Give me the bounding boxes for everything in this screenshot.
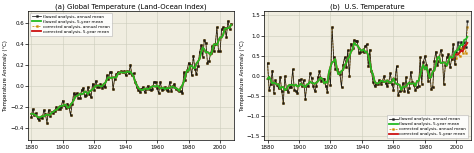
flawed analysis, 5-year mean [36, 117, 42, 118]
flawed analysis, 5-year mean [228, 24, 234, 26]
flawed analysis, annual mean [465, 21, 470, 22]
flawed analysis, annual mean [104, 75, 109, 76]
corrected analysis, annual mean [342, 56, 347, 58]
flawed analysis, annual mean [220, 26, 226, 28]
corrected analysis, 5-year mean [282, 89, 288, 91]
corrected analysis, 5-year mean [439, 62, 445, 64]
flawed analysis, 5-year mean [112, 76, 118, 78]
flawed analysis, annual mean [28, 116, 34, 118]
Line: corrected analysis, 5-year mean: corrected analysis, 5-year mean [31, 25, 231, 118]
flawed analysis, 5-year mean [456, 46, 462, 47]
Line: flawed analysis, 5-year mean: flawed analysis, 5-year mean [31, 25, 231, 118]
flawed analysis, annual mean [370, 81, 376, 82]
corrected analysis, annual mean [281, 102, 286, 104]
corrected analysis, 5-year mean [220, 34, 226, 35]
flawed analysis, annual mean [456, 49, 462, 51]
flawed analysis, 5-year mean [201, 49, 207, 50]
flawed analysis, 5-year mean [220, 34, 226, 35]
Y-axis label: Temperature Anomaly (°C): Temperature Anomaly (°C) [3, 40, 9, 111]
corrected analysis, 5-year mean [465, 42, 470, 44]
flawed analysis, 5-year mean [438, 62, 444, 64]
flawed analysis, annual mean [225, 20, 231, 22]
corrected analysis, 5-year mean [104, 79, 109, 81]
corrected analysis, annual mean [134, 86, 139, 88]
corrected analysis, 5-year mean [348, 51, 354, 52]
corrected analysis, annual mean [315, 76, 321, 78]
corrected analysis, 5-year mean [340, 69, 346, 71]
Line: flawed analysis, 5-year mean: flawed analysis, 5-year mean [267, 37, 467, 90]
flawed analysis, annual mean [264, 62, 270, 64]
corrected analysis, annual mean [329, 27, 335, 28]
Title: (a) Global Temperature (Land-Ocean Index): (a) Global Temperature (Land-Ocean Index… [55, 4, 207, 10]
corrected analysis, annual mean [201, 39, 207, 41]
flawed analysis, 5-year mean [28, 113, 34, 115]
Line: corrected analysis, 5-year mean: corrected analysis, 5-year mean [267, 43, 467, 90]
corrected analysis, annual mean [79, 89, 84, 91]
flawed analysis, 5-year mean [348, 51, 354, 52]
corrected analysis, annual mean [350, 47, 356, 49]
flawed analysis, 5-year mean [134, 84, 139, 86]
corrected analysis, 5-year mean [112, 76, 118, 78]
corrected analysis, 5-year mean [201, 49, 207, 50]
Line: flawed analysis, annual mean: flawed analysis, annual mean [267, 21, 468, 104]
flawed analysis, annual mean [281, 102, 286, 104]
flawed analysis, annual mean [79, 89, 84, 91]
corrected analysis, 5-year mean [28, 113, 34, 115]
flawed analysis, annual mean [315, 76, 321, 78]
flawed analysis, annual mean [438, 49, 444, 51]
flawed analysis, 5-year mean [315, 80, 321, 82]
Legend: flawed analysis, annual mean, flawed analysis, 5-year mean, corrected analysis, : flawed analysis, annual mean, flawed ana… [387, 115, 468, 138]
corrected analysis, 5-year mean [264, 78, 270, 80]
corrected analysis, 5-year mean [458, 50, 464, 52]
corrected analysis, annual mean [458, 47, 464, 49]
flawed analysis, 5-year mean [282, 89, 288, 91]
corrected analysis, annual mean [28, 116, 34, 118]
flawed analysis, annual mean [340, 64, 346, 65]
flawed analysis, 5-year mean [264, 78, 270, 80]
flawed analysis, 5-year mean [370, 73, 376, 75]
corrected analysis, 5-year mean [228, 24, 234, 26]
corrected analysis, annual mean [44, 122, 50, 123]
corrected analysis, annual mean [104, 75, 109, 76]
corrected analysis, 5-year mean [36, 117, 42, 118]
Title: (b)  U.S. Temperature: (b) U.S. Temperature [330, 4, 405, 10]
Line: corrected analysis, annual mean: corrected analysis, annual mean [30, 20, 232, 123]
Legend: flawed analysis, annual mean, flawed analysis, 5-year mean, corrected analysis, : flawed analysis, annual mean, flawed ana… [30, 13, 112, 36]
corrected analysis, 5-year mean [79, 93, 84, 95]
flawed analysis, annual mean [348, 43, 354, 45]
corrected analysis, annual mean [372, 85, 377, 87]
corrected analysis, annual mean [220, 26, 226, 28]
corrected analysis, annual mean [439, 54, 445, 56]
Line: corrected analysis, annual mean: corrected analysis, annual mean [267, 27, 468, 104]
corrected analysis, annual mean [465, 27, 470, 28]
flawed analysis, annual mean [134, 86, 139, 88]
Line: flawed analysis, annual mean: flawed analysis, annual mean [30, 20, 232, 123]
corrected analysis, annual mean [225, 20, 231, 22]
flawed analysis, 5-year mean [340, 69, 346, 71]
corrected analysis, 5-year mean [134, 84, 139, 86]
corrected analysis, annual mean [228, 23, 234, 25]
corrected analysis, 5-year mean [372, 80, 377, 82]
flawed analysis, 5-year mean [79, 93, 84, 95]
flawed analysis, 5-year mean [104, 79, 109, 81]
flawed analysis, annual mean [112, 78, 118, 80]
Y-axis label: Temperature Anomaly (°C): Temperature Anomaly (°C) [240, 40, 245, 111]
corrected analysis, 5-year mean [315, 80, 321, 82]
flawed analysis, annual mean [228, 23, 234, 25]
flawed analysis, annual mean [201, 39, 207, 41]
corrected analysis, 5-year mean [351, 42, 357, 44]
corrected analysis, annual mean [264, 62, 270, 64]
flawed analysis, 5-year mean [465, 36, 470, 38]
flawed analysis, annual mean [44, 122, 50, 123]
corrected analysis, annual mean [112, 78, 118, 80]
